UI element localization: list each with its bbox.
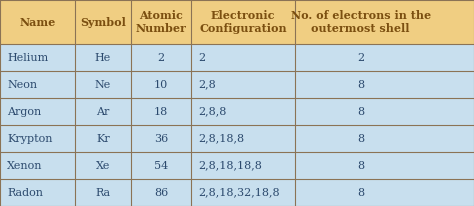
Text: 2: 2	[157, 53, 165, 63]
Text: 8: 8	[357, 160, 365, 171]
Text: No. of electrons in the
outermost shell: No. of electrons in the outermost shell	[291, 10, 431, 34]
Text: 18: 18	[154, 107, 168, 117]
Text: Ar: Ar	[96, 107, 109, 117]
Text: Name: Name	[19, 17, 55, 28]
Text: 8: 8	[357, 107, 365, 117]
Text: Ra: Ra	[95, 187, 110, 198]
Text: 2: 2	[199, 53, 206, 63]
Text: 2,8: 2,8	[199, 80, 216, 90]
Text: Argon: Argon	[7, 107, 41, 117]
Bar	[0, 44, 474, 206]
Text: Ne: Ne	[95, 80, 111, 90]
Text: Neon: Neon	[7, 80, 37, 90]
Text: Radon: Radon	[7, 187, 43, 198]
Text: 2: 2	[357, 53, 365, 63]
Text: 8: 8	[357, 134, 365, 144]
Text: Kr: Kr	[96, 134, 110, 144]
Text: 36: 36	[154, 134, 168, 144]
Text: 2,8,18,18,8: 2,8,18,18,8	[199, 160, 263, 171]
Text: 2,8,8: 2,8,8	[199, 107, 227, 117]
Text: 2,8,18,8: 2,8,18,8	[199, 134, 245, 144]
Text: Helium: Helium	[7, 53, 48, 63]
Text: 10: 10	[154, 80, 168, 90]
Text: 86: 86	[154, 187, 168, 198]
Text: Symbol: Symbol	[80, 17, 126, 28]
Bar	[0, 0, 474, 44]
Text: He: He	[95, 53, 111, 63]
Text: Xenon: Xenon	[7, 160, 43, 171]
Text: 8: 8	[357, 80, 365, 90]
Text: Atomic
Number: Atomic Number	[136, 10, 187, 34]
Text: Xe: Xe	[96, 160, 110, 171]
Text: 2,8,18,32,18,8: 2,8,18,32,18,8	[199, 187, 280, 198]
Text: 8: 8	[357, 187, 365, 198]
Text: 54: 54	[154, 160, 168, 171]
Text: Electronic
Configuration: Electronic Configuration	[200, 10, 287, 34]
Text: Krypton: Krypton	[7, 134, 53, 144]
